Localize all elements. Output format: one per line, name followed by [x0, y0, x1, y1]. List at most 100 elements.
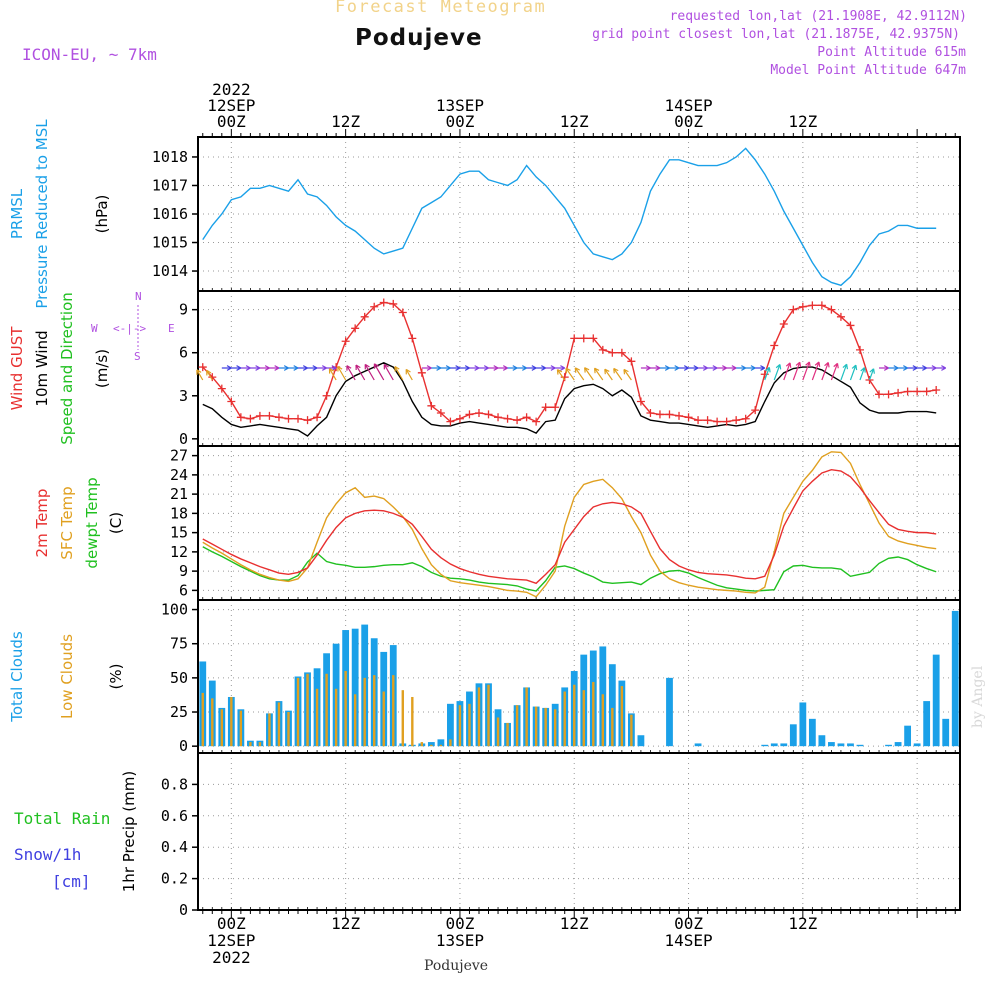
y-tick-label: 18	[170, 504, 188, 522]
x-tick-label-top: 13SEP	[436, 96, 484, 115]
wind-direction-arrow	[669, 365, 680, 371]
wind-gust-marker	[503, 414, 512, 423]
x-tick-label-top: 12Z	[331, 112, 360, 131]
x-tick-label-bottom: 00Z	[445, 914, 474, 933]
wind-direction-arrow	[936, 365, 947, 371]
y-tick-label: 6	[179, 581, 188, 599]
wind-gust-marker	[665, 410, 674, 419]
total-cloud-bar	[437, 739, 445, 747]
point-altitude: Point Altitude 615m	[817, 45, 966, 60]
wind-direction-arrow	[545, 365, 556, 371]
total-cloud-bar	[808, 718, 816, 747]
wind-direction-arrow	[288, 365, 299, 371]
wind-gust-marker	[798, 302, 807, 311]
total-cloud-bar	[847, 743, 854, 747]
panel-frame	[197, 599, 961, 754]
total-cloud-bar	[666, 677, 673, 747]
low-cloud-bar	[496, 717, 500, 747]
wind-direction-arrow	[840, 363, 849, 381]
wind-direction-arrow	[783, 362, 792, 381]
y-tick-label: 0	[179, 430, 188, 448]
low-cloud-bar	[315, 688, 319, 747]
total-cloud-bar	[608, 664, 616, 747]
y-tick-label: 50	[170, 669, 188, 687]
total-cloud-bar	[923, 701, 931, 747]
y-tick-label: 1017	[152, 176, 188, 194]
total-cloud-bar	[637, 735, 645, 747]
wind-gust-marker	[389, 299, 398, 308]
low-cloud-bar	[563, 691, 566, 747]
wind-direction-arrow	[613, 367, 623, 381]
wind-direction-arrow	[764, 366, 771, 381]
x-tick-label-top: 00Z	[445, 112, 474, 131]
wind-direction-arrow	[574, 367, 585, 381]
wind-gust-marker	[817, 301, 826, 310]
model-altitude: Model Point Altitude 647m	[770, 63, 966, 78]
wind-gust-marker	[322, 391, 331, 400]
wind-gust-marker	[236, 413, 245, 422]
panel-label: 10m Wind	[33, 330, 51, 406]
wind-gust-marker	[313, 413, 322, 422]
wind-gust-marker	[246, 414, 255, 423]
model-label: ICON-EU, ~ 7km	[22, 45, 157, 64]
wind-gust-marker	[427, 401, 436, 410]
low-cloud-bar	[420, 742, 424, 747]
low-cloud-bar	[401, 690, 404, 747]
pressure-line	[202, 147, 937, 287]
wind-direction-arrow	[488, 365, 499, 371]
low-cloud-bar	[325, 673, 328, 747]
wind-direction-arrow	[317, 365, 327, 371]
wind-gust-marker	[408, 334, 417, 343]
wind-gust-marker	[398, 308, 407, 317]
wind-direction-arrow	[346, 365, 356, 381]
wind-gust-marker	[646, 408, 655, 417]
grid-point-coords: grid point closest lon,lat (21.1875E, 42…	[592, 27, 960, 42]
panel-label: dewpt Temp	[83, 477, 101, 568]
wind-direction-arrow	[659, 365, 670, 371]
low-cloud-bar	[249, 742, 252, 747]
wind-gust-marker	[341, 337, 350, 346]
wind-gust-marker	[513, 416, 522, 425]
total-cloud-bar	[351, 628, 359, 747]
wind-direction-arrow	[328, 368, 337, 381]
y-tick-label: 100	[161, 601, 188, 619]
low-cloud-bar	[582, 690, 585, 747]
wind-direction-arrow	[745, 365, 756, 371]
wind-gust-marker	[255, 411, 264, 420]
wind-direction-arrow	[240, 365, 251, 371]
low-cloud-bar	[334, 688, 338, 747]
wind-gust-marker	[541, 403, 550, 412]
low-cloud-bar	[544, 707, 547, 747]
wind-direction-arrow	[879, 365, 889, 371]
y-tick-label: 0.8	[161, 775, 188, 793]
panel-label: (hPa)	[93, 195, 111, 234]
low-cloud-bar	[525, 687, 528, 747]
low-cloud-bar	[449, 739, 452, 747]
wind-gust-marker	[198, 363, 207, 372]
total-cloud-bar	[780, 743, 788, 747]
wind-direction-arrow	[196, 369, 204, 381]
low-cloud-bar	[534, 706, 538, 747]
wind-direction-arrow	[736, 365, 747, 371]
y-tick-label: 12	[170, 543, 188, 561]
wind-gust-marker	[579, 334, 588, 343]
y-tick-label: 15	[170, 524, 188, 542]
wind-gust-marker	[703, 416, 712, 425]
wind-gust-marker	[894, 388, 903, 397]
wind-gust-marker	[675, 411, 684, 420]
y-tick-label: 6	[179, 344, 188, 362]
x-tick-label-top: 12Z	[560, 112, 589, 131]
wind-direction-arrow	[250, 365, 261, 371]
wind-gust-marker	[370, 302, 379, 311]
low-cloud-bar	[553, 709, 557, 747]
low-cloud-bar	[611, 707, 614, 747]
dewpoint-line	[202, 546, 937, 592]
wind-direction-arrow	[440, 365, 451, 371]
wind-direction-arrow	[383, 363, 394, 381]
wind-direction-arrow	[604, 368, 613, 381]
wind-direction-arrow	[907, 365, 918, 371]
wind-direction-arrow	[364, 363, 375, 381]
wind-gust-marker	[484, 410, 493, 419]
low-cloud-bar	[430, 744, 433, 747]
wind-gust-marker	[617, 348, 626, 357]
